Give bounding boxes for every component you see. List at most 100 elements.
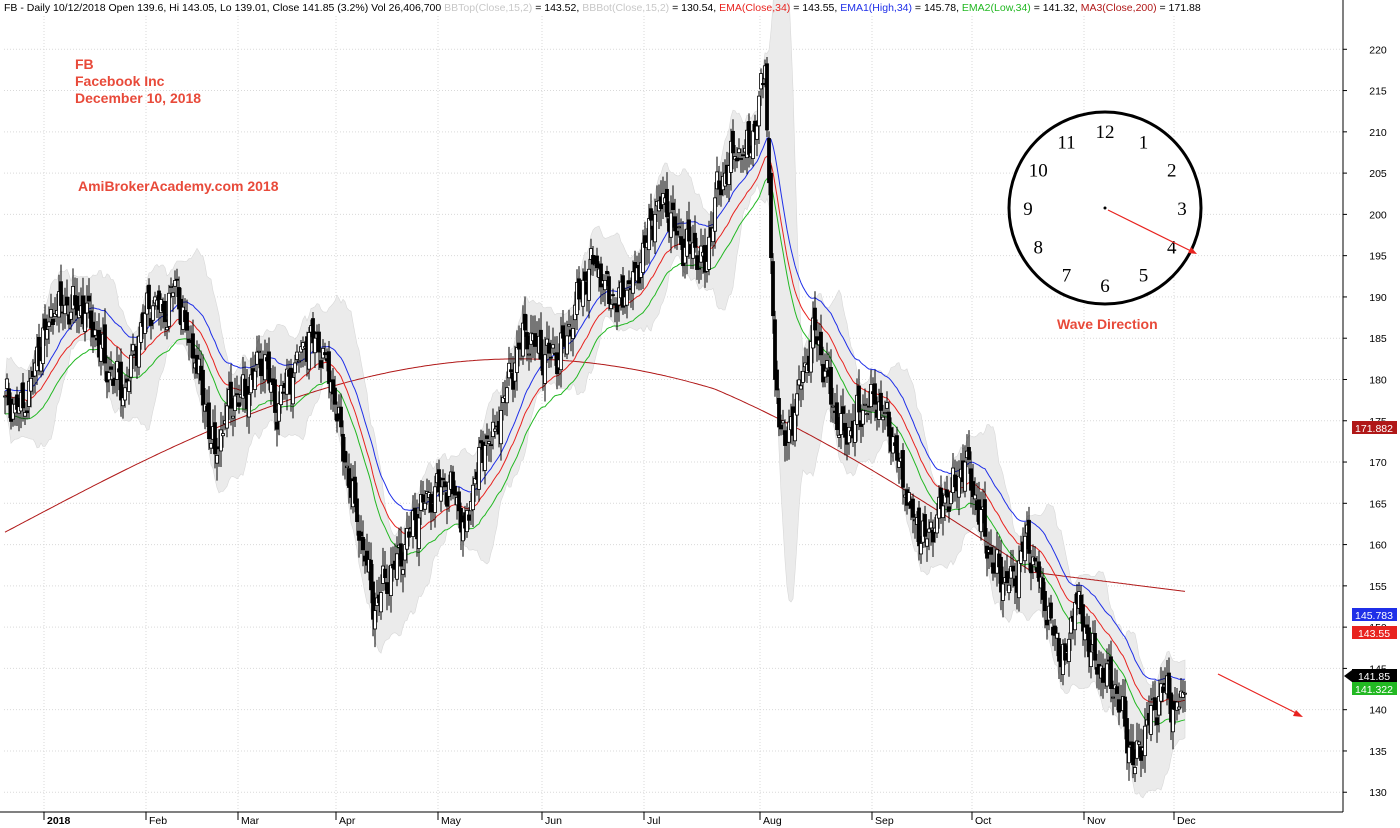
price-label-box [1352, 682, 1397, 695]
y-tick-label: 190 [1369, 292, 1387, 304]
price-label-box [1352, 608, 1397, 621]
candle-body [945, 489, 949, 498]
clock-center [1103, 206, 1107, 210]
candle-body [1027, 519, 1031, 554]
candle-body [443, 481, 447, 488]
candle-body [839, 413, 843, 435]
candle-body [485, 435, 489, 439]
candle-body [1023, 535, 1027, 562]
candle-body [1033, 557, 1037, 562]
candle-body [1109, 656, 1113, 689]
candle-body [103, 324, 107, 364]
candle-body [647, 218, 651, 251]
candle-body [167, 292, 171, 327]
candle-body [235, 393, 239, 396]
candle-body [291, 377, 295, 405]
candle-body [225, 405, 229, 429]
candle-body [1073, 601, 1077, 631]
candle-body [885, 402, 889, 409]
candle-body [963, 461, 967, 492]
candle-body [825, 360, 829, 369]
candle-body [1105, 663, 1109, 687]
candle-body [107, 372, 111, 381]
candle-body [433, 486, 437, 513]
clock-number: 10 [1029, 161, 1048, 182]
candle-body [49, 309, 53, 318]
x-tick-label: Nov [1087, 815, 1106, 827]
candle-body [1131, 741, 1135, 766]
candle-body [333, 387, 337, 405]
candle-body [1067, 638, 1071, 662]
candle-body [861, 410, 865, 425]
candle-body [759, 73, 763, 90]
candle-body [423, 502, 427, 510]
candle-body [773, 319, 777, 380]
candle-body [527, 353, 531, 356]
price-label-box [1352, 626, 1397, 639]
candle-body [421, 494, 425, 503]
price-label-text: 171.882 [1355, 423, 1393, 435]
candle-body [477, 447, 481, 490]
candle-body [777, 398, 781, 428]
candle-body [111, 378, 115, 386]
bollinger-band-area [4, 0, 1186, 799]
candle-body [515, 347, 519, 373]
candle-body [213, 422, 217, 455]
candle-body [21, 382, 25, 409]
candle-body [1011, 565, 1015, 572]
candle-body [1127, 746, 1131, 764]
candle-body [779, 424, 783, 430]
candle-body [781, 420, 785, 424]
candle-body [457, 491, 461, 512]
candle-body [1019, 550, 1023, 564]
header-part: BBTop(Close,15,2) [444, 2, 532, 14]
y-tick-label: 200 [1369, 209, 1387, 221]
header-part: = 171.88 [1157, 2, 1201, 14]
candle-body [323, 352, 327, 356]
candle-body [313, 337, 317, 354]
candle-body [505, 387, 509, 404]
candle-body [615, 303, 619, 313]
candle-body [549, 356, 553, 359]
candle-body [1153, 697, 1157, 711]
candle-body [741, 154, 745, 157]
ma200-line [4, 358, 1186, 592]
candle-body [793, 412, 797, 442]
candle-body [713, 197, 717, 232]
candle-body [983, 499, 987, 537]
price-label-text: 143.55 [1358, 628, 1390, 640]
candle-body [383, 568, 387, 579]
candle-body [665, 188, 669, 218]
candle-body [311, 318, 315, 344]
candle-body [605, 270, 609, 275]
candle-body [257, 350, 261, 353]
candle-body [373, 610, 377, 630]
candle-body [327, 351, 331, 384]
header-part: FB - Daily 10/12/2018 Open 139.6, Hi 143… [4, 2, 444, 14]
candle-body [543, 354, 547, 384]
y-tick-label: 135 [1369, 746, 1387, 758]
candle-body [395, 553, 399, 580]
candle-body [947, 506, 951, 512]
header-part: = 141.32, [1031, 2, 1081, 14]
candle-body [819, 331, 823, 356]
candle-body [65, 296, 69, 306]
header-part: BBBot(Close,15,2) [582, 2, 669, 14]
indicator-lines [4, 137, 1186, 725]
company-label: Facebook Inc [75, 73, 165, 89]
candle-body [237, 402, 241, 407]
x-tick-label: Oct [975, 815, 991, 827]
chart-axes [0, 0, 1344, 813]
candle-body [407, 531, 411, 538]
y-tick-label: 170 [1369, 457, 1387, 469]
candle-body [565, 335, 569, 355]
candle-body [359, 531, 363, 537]
y-tick-label: 210 [1369, 127, 1387, 139]
clock-number: 5 [1139, 266, 1149, 287]
candle-body [453, 485, 457, 496]
candle-body [737, 148, 741, 154]
candle-body [561, 325, 565, 339]
candle-body [775, 369, 779, 391]
candle-body [675, 230, 679, 236]
